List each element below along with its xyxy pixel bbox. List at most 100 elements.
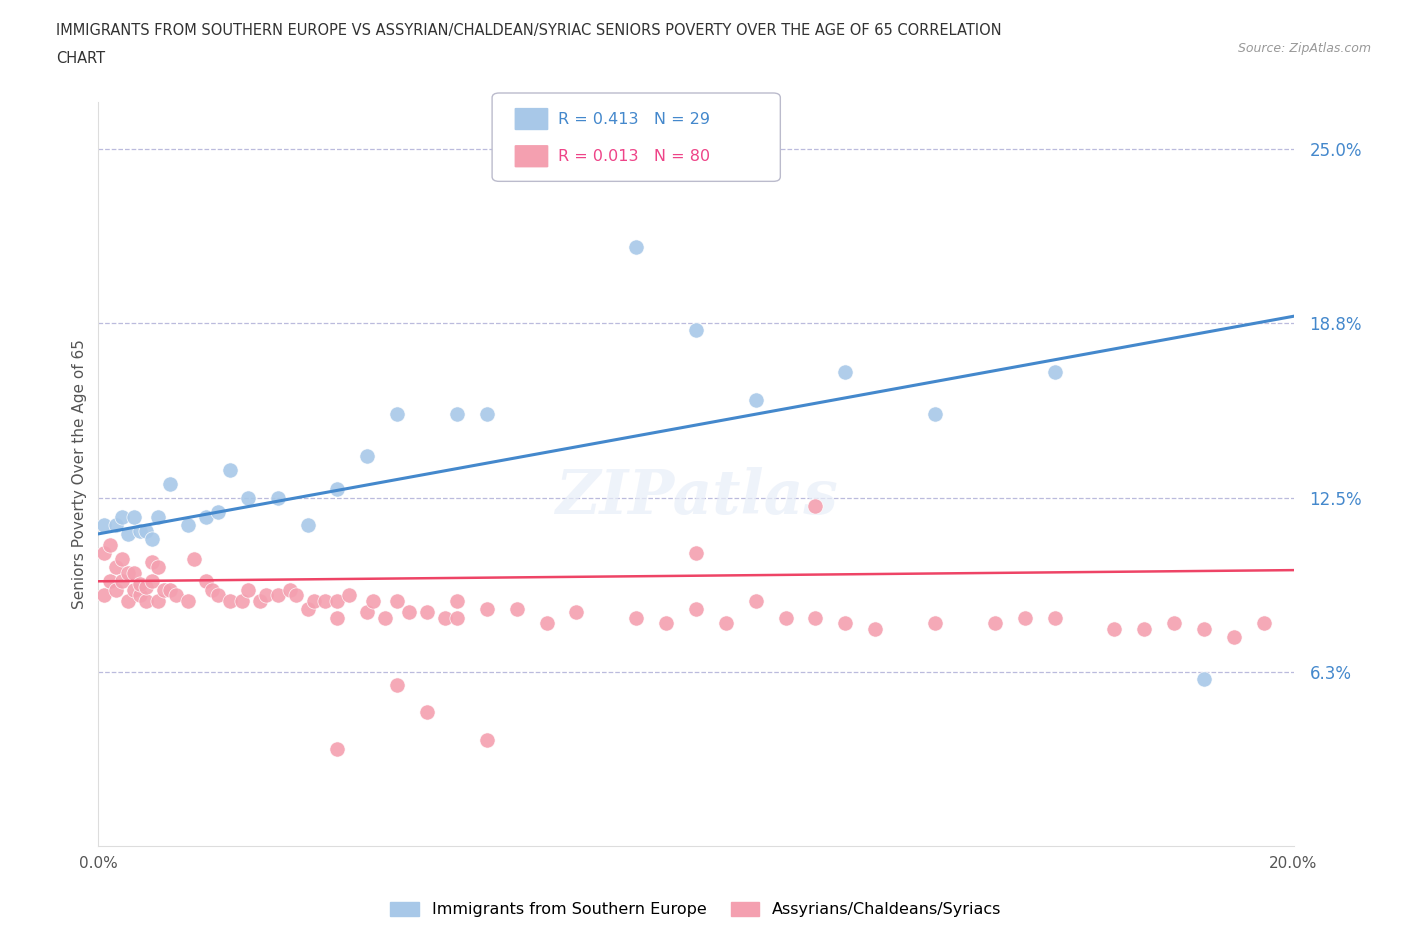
Point bbox=[117, 526, 139, 541]
Point bbox=[1043, 610, 1066, 625]
Point bbox=[685, 323, 707, 338]
Point bbox=[315, 593, 337, 608]
Point bbox=[124, 565, 146, 580]
Point bbox=[207, 504, 229, 519]
Point bbox=[804, 498, 827, 513]
Point bbox=[124, 582, 146, 597]
Point bbox=[475, 406, 498, 421]
Text: IMMIGRANTS FROM SOUTHERN EUROPE VS ASSYRIAN/CHALDEAN/SYRIAC SENIORS POVERTY OVER: IMMIGRANTS FROM SOUTHERN EUROPE VS ASSYR… bbox=[56, 23, 1002, 38]
Point bbox=[475, 733, 498, 748]
Point bbox=[183, 551, 205, 566]
Point bbox=[326, 741, 349, 756]
Point bbox=[624, 610, 647, 625]
Point bbox=[231, 593, 253, 608]
Point bbox=[834, 616, 856, 631]
Point bbox=[745, 593, 768, 608]
Point bbox=[1253, 616, 1275, 631]
Point bbox=[1104, 621, 1126, 636]
Point bbox=[924, 406, 946, 421]
Point bbox=[117, 593, 139, 608]
Text: Source: ZipAtlas.com: Source: ZipAtlas.com bbox=[1237, 42, 1371, 55]
Point bbox=[339, 588, 360, 603]
Point bbox=[135, 579, 157, 594]
Point bbox=[446, 610, 468, 625]
Point bbox=[129, 524, 152, 538]
Point bbox=[135, 524, 157, 538]
Point bbox=[117, 565, 139, 580]
Point bbox=[93, 546, 115, 561]
Point bbox=[385, 593, 409, 608]
Point bbox=[326, 593, 349, 608]
Point bbox=[565, 604, 588, 619]
Point bbox=[924, 616, 946, 631]
Point bbox=[1043, 365, 1066, 379]
Point bbox=[506, 602, 529, 617]
Point bbox=[714, 616, 737, 631]
Point bbox=[775, 610, 797, 625]
Point bbox=[159, 476, 181, 491]
Point bbox=[804, 610, 827, 625]
Point bbox=[624, 239, 647, 254]
Point bbox=[685, 546, 707, 561]
Point bbox=[267, 588, 290, 603]
Point bbox=[153, 582, 176, 597]
Point bbox=[326, 482, 349, 497]
Point bbox=[278, 582, 301, 597]
Point bbox=[148, 510, 170, 525]
Point bbox=[177, 518, 200, 533]
Point bbox=[655, 616, 678, 631]
Legend: Immigrants from Southern Europe, Assyrians/Chaldeans/Syriacs: Immigrants from Southern Europe, Assyria… bbox=[384, 896, 1008, 923]
Point bbox=[416, 705, 439, 720]
Point bbox=[685, 602, 707, 617]
Text: R = 0.413   N = 29: R = 0.413 N = 29 bbox=[558, 112, 710, 126]
Point bbox=[194, 574, 218, 589]
Point bbox=[284, 588, 307, 603]
Point bbox=[141, 554, 163, 569]
Point bbox=[141, 532, 163, 547]
Text: CHART: CHART bbox=[56, 51, 105, 66]
Point bbox=[219, 462, 242, 477]
Point bbox=[111, 551, 134, 566]
Point bbox=[93, 518, 115, 533]
Point bbox=[398, 604, 420, 619]
Point bbox=[385, 406, 409, 421]
Point bbox=[385, 677, 409, 692]
Point bbox=[1014, 610, 1036, 625]
Point bbox=[141, 574, 163, 589]
Point bbox=[297, 602, 319, 617]
Point bbox=[98, 574, 122, 589]
Point bbox=[356, 448, 378, 463]
Point bbox=[1163, 616, 1185, 631]
Point bbox=[865, 621, 887, 636]
Point bbox=[105, 582, 128, 597]
Point bbox=[159, 582, 181, 597]
Point bbox=[148, 560, 170, 575]
Point bbox=[135, 593, 157, 608]
Point bbox=[148, 593, 170, 608]
Point bbox=[207, 588, 229, 603]
Text: R = 0.013   N = 80: R = 0.013 N = 80 bbox=[558, 149, 710, 164]
Point bbox=[254, 588, 277, 603]
Point bbox=[124, 510, 146, 525]
Text: ZIPatlas: ZIPatlas bbox=[554, 467, 838, 526]
Y-axis label: Seniors Poverty Over the Age of 65: Seniors Poverty Over the Age of 65 bbox=[72, 339, 87, 609]
Point bbox=[236, 582, 259, 597]
Point bbox=[165, 588, 187, 603]
Point bbox=[249, 593, 271, 608]
Point bbox=[129, 577, 152, 591]
Point bbox=[236, 490, 259, 505]
Point bbox=[111, 510, 134, 525]
Point bbox=[1192, 621, 1215, 636]
Point bbox=[1192, 671, 1215, 686]
Point bbox=[374, 610, 396, 625]
Point bbox=[93, 588, 115, 603]
Point bbox=[446, 593, 468, 608]
Point bbox=[1223, 630, 1246, 644]
Point bbox=[475, 602, 498, 617]
Point bbox=[98, 538, 122, 552]
Point bbox=[111, 574, 134, 589]
Point bbox=[983, 616, 1005, 631]
Point bbox=[834, 365, 856, 379]
Point bbox=[194, 510, 218, 525]
Point bbox=[297, 518, 319, 533]
